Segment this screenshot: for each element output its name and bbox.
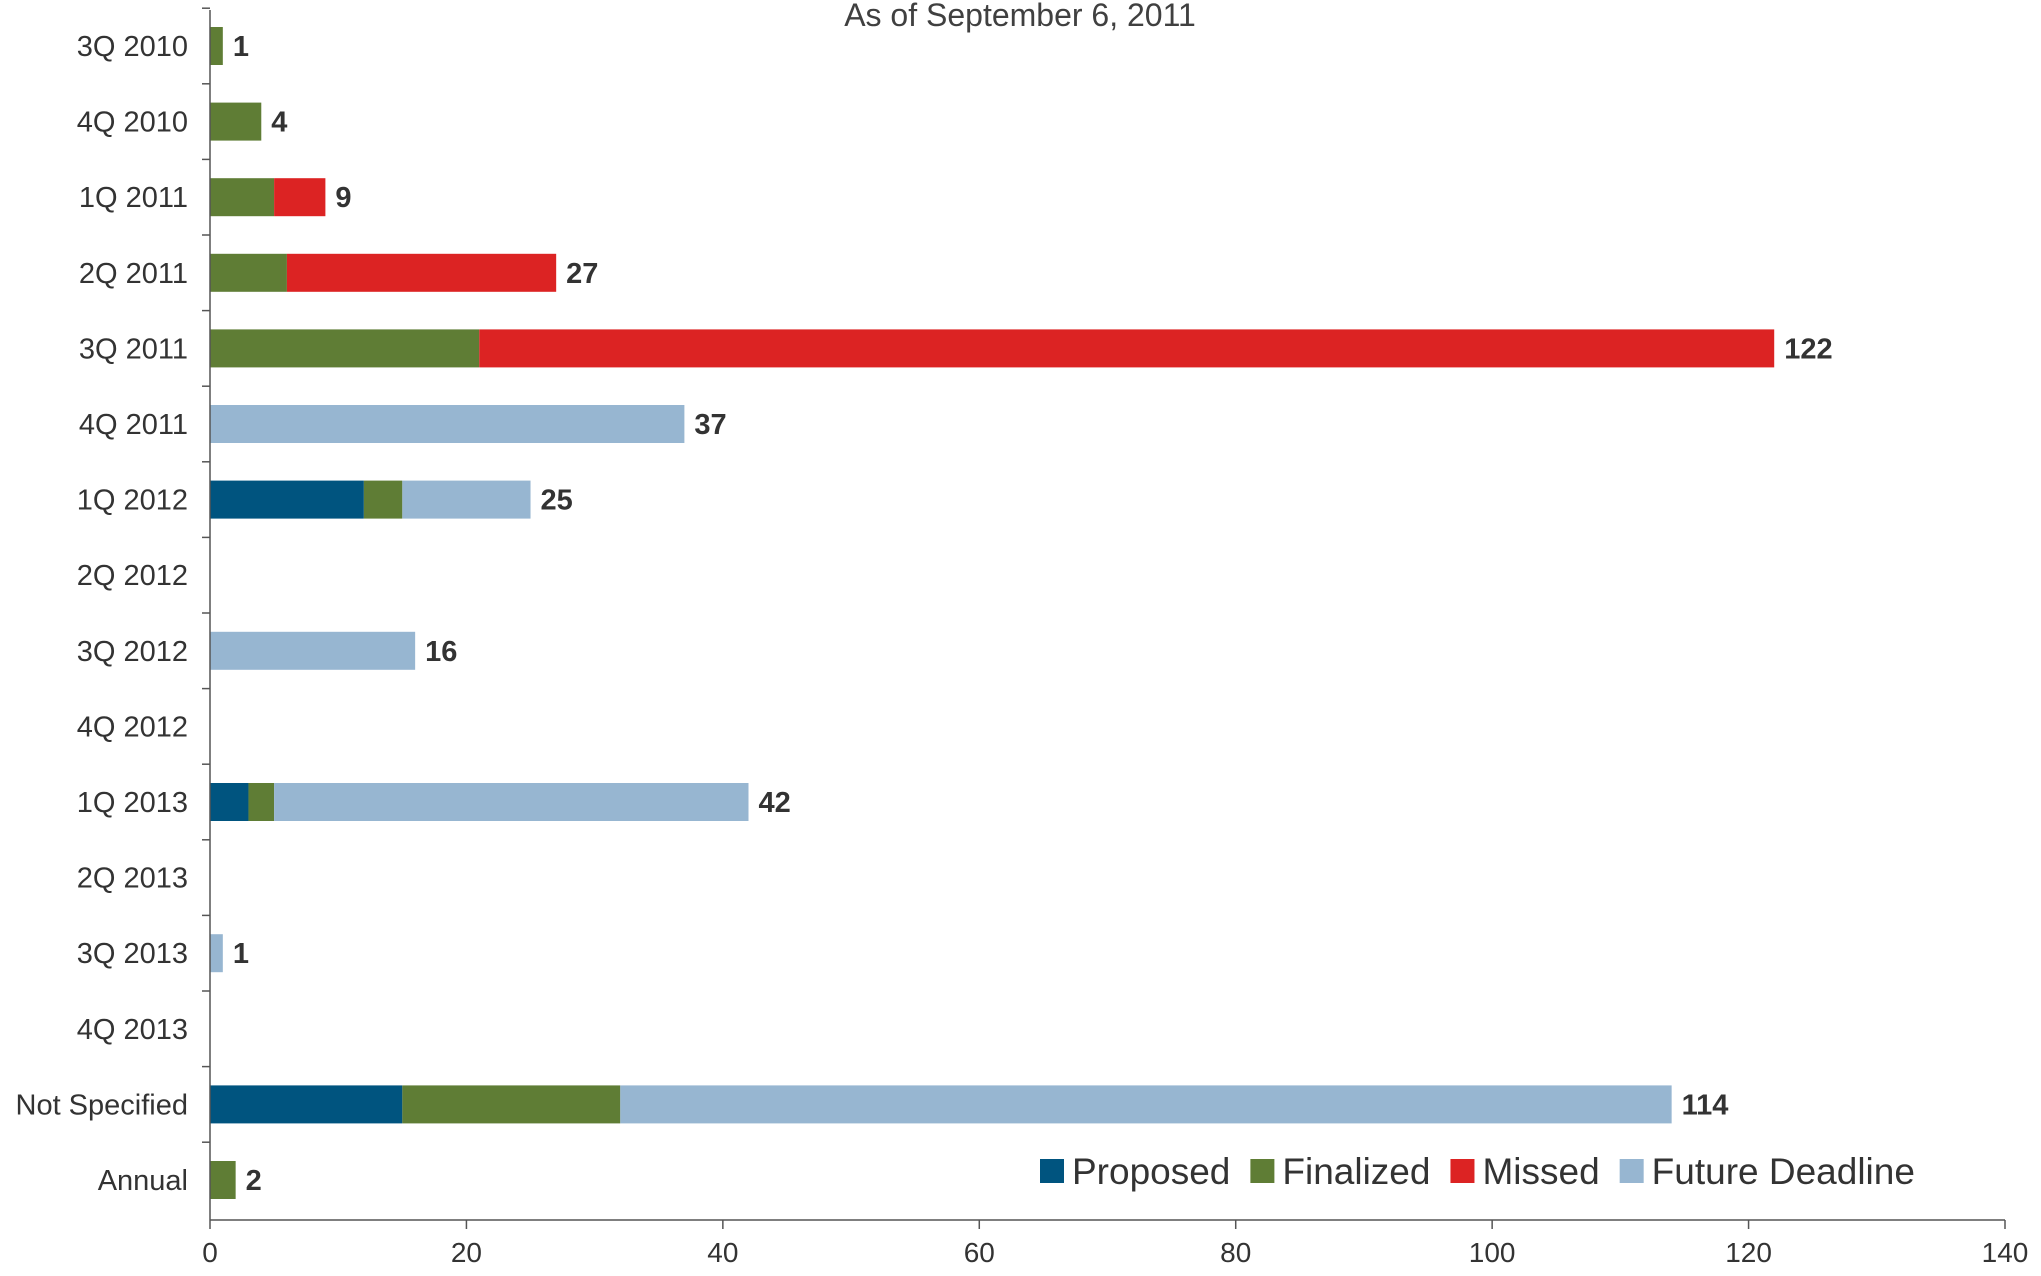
- bar-segment-missed-2q-2011: [286, 253, 557, 292]
- x-tick-label-0: 0: [202, 1237, 218, 1268]
- legend-label-missed: Missed: [1482, 1151, 1599, 1192]
- x-tick-label-60: 60: [964, 1237, 995, 1268]
- bar-segment-finalized-annual: [210, 1161, 236, 1199]
- total-label-annual: 2: [246, 1165, 262, 1197]
- x-tick-label-140: 140: [1982, 1237, 2029, 1268]
- category-label-4q-2012: 4Q 2012: [77, 711, 188, 743]
- bar-segment-proposed-1q-2012: [210, 480, 364, 519]
- category-label-3q-2013: 3Q 2013: [77, 938, 188, 970]
- total-label-2q-2011: 27: [566, 258, 598, 290]
- category-labels: 3Q 2010 4Q 2010 1Q 2011 2Q 2011 3Q 2011 4Q 20…: [16, 31, 189, 1197]
- legend-swatch-finalized: [1250, 1159, 1275, 1183]
- bar-segment-future-deadline-3q-2012: [210, 631, 416, 670]
- bar-segment-finalized-not-specified: [402, 1085, 621, 1124]
- bar-segment-proposed-1q-2013: [210, 783, 249, 821]
- category-label-4q-2013: 4Q 2013: [77, 1014, 188, 1046]
- x-tick-label-40: 40: [707, 1237, 738, 1268]
- category-label-2q-2011: 2Q 2011: [79, 258, 188, 290]
- x-tick-label-100: 100: [1469, 1237, 1516, 1268]
- legend-swatch-future-deadline: [1619, 1159, 1644, 1183]
- total-label-1q-2011: 9: [335, 182, 351, 214]
- bar-segment-finalized-1q-2013: [248, 783, 275, 821]
- legend-swatch-missed: [1450, 1159, 1475, 1183]
- category-label-4q-2010: 4Q 2010: [77, 107, 188, 139]
- category-label-2q-2013: 2Q 2013: [77, 863, 188, 895]
- bar-segment-future-deadline-not-specified: [620, 1085, 1672, 1124]
- legend-label-future-deadline: Future Deadline: [1652, 1151, 1915, 1192]
- category-label-3q-2010: 3Q 2010: [77, 31, 188, 63]
- category-label-2q-2012: 2Q 2012: [77, 560, 188, 592]
- bar-segment-finalized-2q-2011: [210, 253, 287, 292]
- bar-segment-finalized-3q-2010: [210, 27, 223, 65]
- bar-segment-finalized-1q-2011: [210, 178, 275, 217]
- bar-segment-future-deadline-3q-2013: [210, 934, 223, 973]
- total-label-1q-2012: 25: [541, 485, 573, 517]
- total-label-3q-2011: 122: [1784, 333, 1832, 365]
- x-tick-label-80: 80: [1220, 1237, 1251, 1268]
- bar-segment-missed-1q-2011: [274, 178, 326, 217]
- category-label-3q-2012: 3Q 2012: [77, 636, 188, 668]
- bar-segment-future-deadline-1q-2012: [402, 480, 531, 519]
- category-label-not-specified: Not Specified: [16, 1089, 189, 1121]
- total-label-3q-2012: 16: [425, 636, 457, 668]
- total-label-4q-2011: 37: [694, 409, 726, 441]
- total-label-4q-2010: 4: [271, 107, 287, 139]
- bar-segment-finalized-4q-2010: [210, 102, 262, 141]
- bar-segment-finalized-1q-2012: [363, 480, 403, 519]
- legend-label-proposed: Proposed: [1072, 1151, 1230, 1192]
- legend-label-finalized: Finalized: [1282, 1151, 1430, 1192]
- total-labels: 1 4 9 27 122 37 25 16 42 1 114 2: [233, 31, 1833, 1197]
- category-label-1q-2013: 1Q 2013: [77, 787, 188, 819]
- category-label-1q-2012: 1Q 2012: [77, 485, 188, 517]
- legend: Proposed Finalized Missed Future Deadline: [1040, 1151, 1915, 1192]
- total-label-3q-2010: 1: [233, 31, 249, 63]
- x-axis-ticks: 0 20 40 60 80 100 120 140: [202, 7, 2029, 1268]
- chart-subtitle: As of September 6, 2011: [844, 0, 1196, 33]
- bar-segment-missed-3q-2011: [479, 329, 1775, 368]
- x-tick-label-120: 120: [1725, 1237, 1772, 1268]
- axes: [209, 10, 2005, 1221]
- category-label-1q-2011: 1Q 2011: [79, 182, 188, 214]
- category-label-annual: Annual: [98, 1165, 188, 1197]
- category-label-4q-2011: 4Q 2011: [79, 409, 188, 441]
- x-tick-label-20: 20: [451, 1237, 482, 1268]
- category-label-3q-2011: 3Q 2011: [79, 333, 188, 365]
- bars-group: [210, 27, 1775, 1199]
- bar-segment-future-deadline-1q-2013: [274, 783, 749, 821]
- total-label-3q-2013: 1: [233, 938, 249, 970]
- legend-swatch-proposed: [1040, 1159, 1064, 1183]
- bar-segment-finalized-3q-2011: [210, 329, 480, 368]
- bar-segment-future-deadline-4q-2011: [210, 405, 685, 443]
- total-label-1q-2013: 42: [759, 787, 791, 819]
- bar-segment-proposed-not-specified: [210, 1085, 403, 1124]
- total-label-not-specified: 114: [1682, 1089, 1729, 1121]
